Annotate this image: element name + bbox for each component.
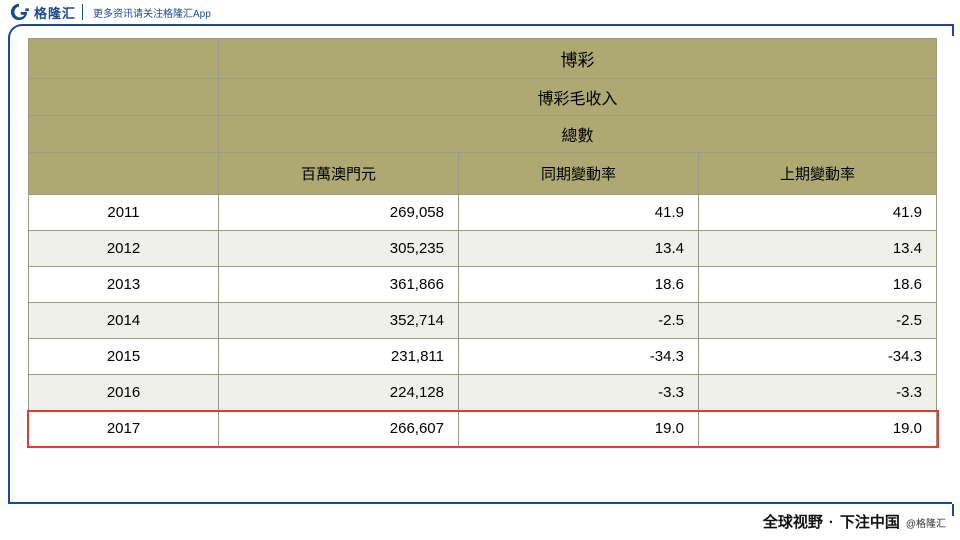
table-row: 2016224,128-3.3-3.3 <box>29 375 937 411</box>
cell-value: -2.5 <box>699 303 937 339</box>
cell-year: 2015 <box>29 339 219 375</box>
footer: 全球视野 · 下注中国 @格隆汇 <box>763 511 946 532</box>
header-bar: 格隆汇 更多资讯请关注格隆汇App <box>0 0 960 24</box>
cell-year: 2012 <box>29 231 219 267</box>
brand-text: 格隆汇 <box>34 3 76 22</box>
footer-handle: @格隆汇 <box>906 515 946 530</box>
cell-year: 2016 <box>29 375 219 411</box>
table-row: 2013361,86618.618.6 <box>29 267 937 303</box>
dot-separator: · <box>829 514 834 531</box>
cell-value: 352,714 <box>219 303 459 339</box>
cell-value: 18.6 <box>699 267 937 303</box>
table-container: 博彩 博彩毛收入 總數 百萬澳門元 同期變動率 上期變動率 2011269,05… <box>28 38 936 447</box>
cell-year: 2017 <box>29 411 219 447</box>
data-table: 博彩 博彩毛收入 總數 百萬澳門元 同期變動率 上期變動率 2011269,05… <box>28 38 937 447</box>
cell-year: 2013 <box>29 267 219 303</box>
frame-edge <box>952 504 954 516</box>
cell-value: 361,866 <box>219 267 459 303</box>
cell-value: 18.6 <box>459 267 699 303</box>
logo: 格隆汇 <box>0 3 76 22</box>
cell-value: 13.4 <box>699 231 937 267</box>
cell-value: 305,235 <box>219 231 459 267</box>
header-subtext: 更多资讯请关注格隆汇App <box>93 5 211 20</box>
footer-text-right: 下注中国 <box>840 511 900 532</box>
cell-year: 2011 <box>29 195 219 231</box>
cell-value: -2.5 <box>459 303 699 339</box>
col-header: 上期變動率 <box>699 153 937 195</box>
frame-edge <box>952 24 954 36</box>
col-header: 同期變動率 <box>459 153 699 195</box>
header-sub: 博彩毛收入 <box>219 79 937 116</box>
table-row: 2017266,60719.019.0 <box>29 411 937 447</box>
cell-value: 266,607 <box>219 411 459 447</box>
header-blank <box>29 116 219 153</box>
cell-value: 19.0 <box>459 411 699 447</box>
cell-value: 224,128 <box>219 375 459 411</box>
cell-value: 269,058 <box>219 195 459 231</box>
cell-value: 19.0 <box>699 411 937 447</box>
table-row: 2011269,05841.941.9 <box>29 195 937 231</box>
table-row: 2012305,23513.413.4 <box>29 231 937 267</box>
header-blank <box>29 39 219 79</box>
cell-value: -34.3 <box>459 339 699 375</box>
cell-value: 41.9 <box>459 195 699 231</box>
cell-value: 13.4 <box>459 231 699 267</box>
footer-text-left: 全球视野 <box>763 511 823 532</box>
cell-value: -3.3 <box>459 375 699 411</box>
header-blank <box>29 79 219 116</box>
logo-g-icon <box>8 3 30 21</box>
page: 格隆汇 更多资讯请关注格隆汇App 格隆汇 www.gelonghui.com … <box>0 0 960 540</box>
cell-value: -3.3 <box>699 375 937 411</box>
col-header: 百萬澳門元 <box>219 153 459 195</box>
table-row: 2015231,811-34.3-34.3 <box>29 339 937 375</box>
cell-value: -34.3 <box>699 339 937 375</box>
cell-value: 41.9 <box>699 195 937 231</box>
header-divider <box>82 4 83 20</box>
cell-year: 2014 <box>29 303 219 339</box>
header-blank <box>29 153 219 195</box>
header-sub2: 總數 <box>219 116 937 153</box>
table-row: 2014352,714-2.5-2.5 <box>29 303 937 339</box>
header-top: 博彩 <box>219 39 937 79</box>
cell-value: 231,811 <box>219 339 459 375</box>
